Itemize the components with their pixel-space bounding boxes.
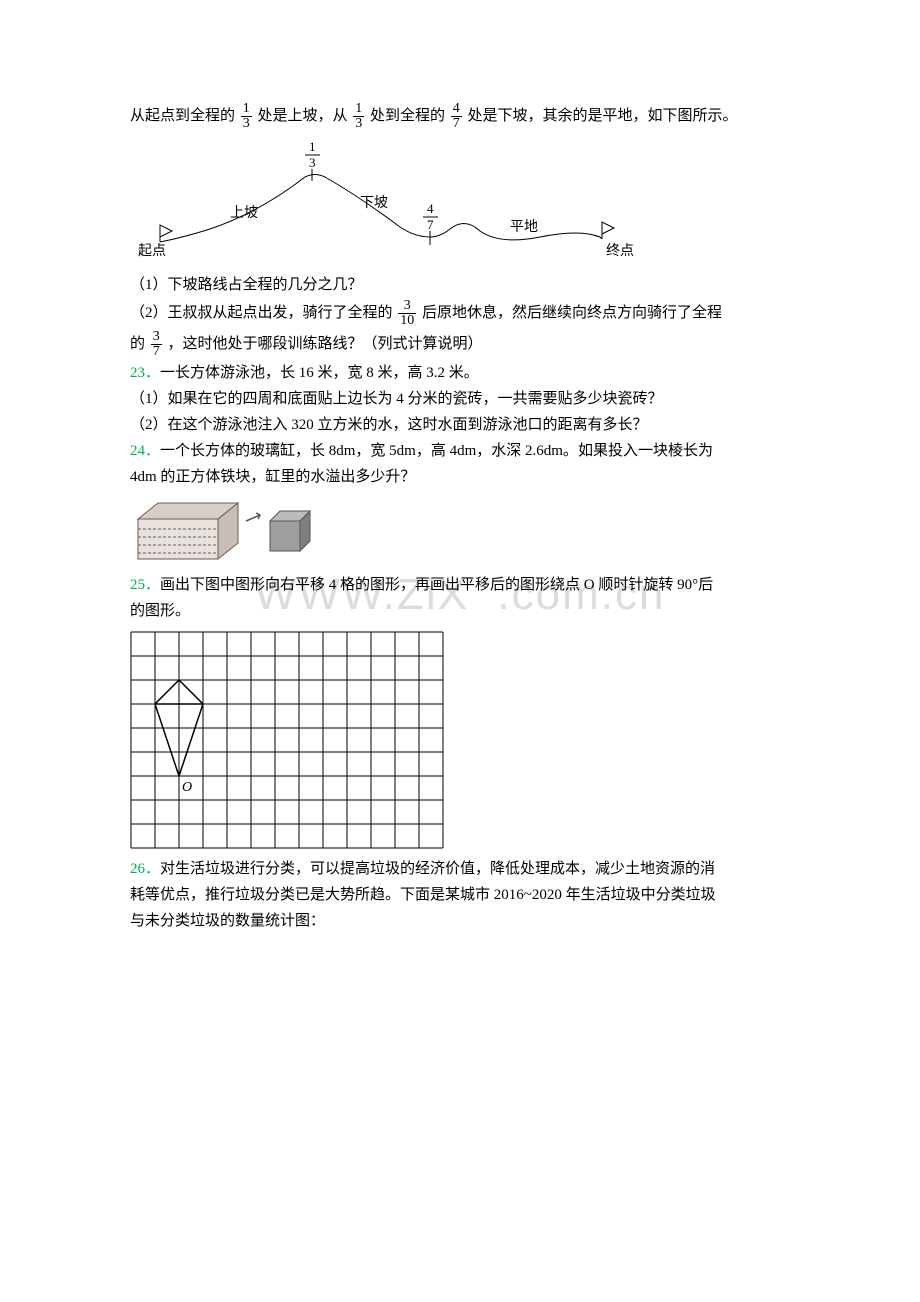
q25-l2: 的图形。 [130, 599, 790, 623]
intro-pre: 从起点到全程的 [130, 108, 235, 124]
valley-frac-n: 4 [427, 201, 434, 216]
q22-2b-frac: 3 7 [151, 330, 162, 359]
q22-2-line2: 的 3 7 ，这时他处于哪段训练路线？（列式计算说明） [130, 330, 790, 359]
q22-2-tail: 后原地休息，然后继续向终点方向骑行了全程 [422, 305, 722, 321]
q23-p1: （1）如果在它的四周和底面贴上边长为 4 分米的瓷砖，一共需要贴多少块瓷砖？ [130, 387, 790, 411]
intro-mid2: 处到全程的 [370, 108, 445, 124]
valley-frac-d: 7 [427, 217, 434, 232]
q24-l2: 4dm 的正方体铁块，缸里的水溢出多少升？ [130, 465, 790, 489]
q25-line1: 25．画出下图中图形向右平移 4 格的图形，再画出平移后的图形绕点 O 顺时针旋… [130, 573, 790, 597]
q26-l2: 耗等优点，推行垃圾分类已是大势所趋。下面是某城市 2016~2020 年生活垃圾… [130, 883, 790, 907]
up-label: 上坡 [230, 205, 258, 221]
q24-l1: 一个长方体的玻璃缸，长 8dm，宽 5dm，高 4dm，水深 2.6dm。如果投… [160, 443, 713, 459]
q22-2-frac: 3 10 [398, 299, 416, 328]
intro-tail: 处是下坡，其余的是平地，如下图所示。 [468, 108, 738, 124]
q26-line1: 26．对生活垃圾进行分类，可以提高垃圾的经济价值，降低处理成本，减少土地资源的消 [130, 857, 790, 881]
q26-num: 26． [130, 861, 160, 877]
q23-p2: （2）在这个游泳池注入 320 立方米的水，这时水面到游泳池口的距离有多长？ [130, 413, 790, 437]
svg-text:O: O [182, 780, 192, 795]
q23-text: 一长方体游泳池，长 16 米，宽 8 米，高 3.2 米。 [160, 365, 479, 381]
q24-line1: 24．一个长方体的玻璃缸，长 8dm，宽 5dm，高 4dm，水深 2.6dm。… [130, 439, 790, 463]
start-label: 起点 [138, 243, 166, 259]
peak-frac-n: 1 [309, 139, 316, 154]
q23-line1: 23．一长方体游泳池，长 16 米，宽 8 米，高 3.2 米。 [130, 361, 790, 385]
q22-1: （1）下坡路线占全程的几分之几？ [130, 273, 790, 297]
q22-2b-tail: ，这时他处于哪段训练路线？（列式计算说明） [168, 336, 483, 352]
grid-diagram: O [130, 631, 444, 849]
flat-label: 平地 [510, 219, 538, 235]
route-diagram: 起点 终点 上坡 下坡 平地 1 3 4 7 [130, 137, 650, 267]
q22-2-line1: （2）王叔叔从起点出发，骑行了全程的 3 10 后原地休息，然后继续向终点方向骑… [130, 299, 790, 328]
q26-l3: 与未分类垃圾的数量统计图： [130, 909, 790, 933]
intro-frac3: 4 7 [451, 102, 462, 131]
peak-frac-d: 3 [309, 155, 316, 170]
q22-2b-pre: 的 [130, 336, 145, 352]
q25-num: 25． [130, 577, 160, 593]
q22-2-pre: （2）王叔叔从起点出发，骑行了全程的 [130, 305, 393, 321]
down-label: 下坡 [360, 195, 388, 211]
intro-line: 从起点到全程的 1 3 处是上坡，从 1 3 处到全程的 4 7 处是下坡，其余… [130, 102, 790, 131]
end-label: 终点 [606, 243, 634, 259]
q26-l1: 对生活垃圾进行分类，可以提高垃圾的经济价值，降低处理成本，减少土地资源的消 [160, 861, 715, 877]
q24-num: 24． [130, 443, 160, 459]
intro-mid1: 处是上坡，从 [258, 108, 348, 124]
q23-num: 23． [130, 365, 160, 381]
intro-frac1: 1 3 [241, 102, 252, 131]
content: 从起点到全程的 1 3 处是上坡，从 1 3 处到全程的 4 7 处是下坡，其余… [130, 102, 790, 933]
tank-illustration [130, 491, 320, 571]
intro-frac2: 1 3 [353, 102, 364, 131]
q25-l1: 画出下图中图形向右平移 4 格的图形，再画出平移后的图形绕点 O 顺时针旋转 9… [160, 577, 713, 593]
